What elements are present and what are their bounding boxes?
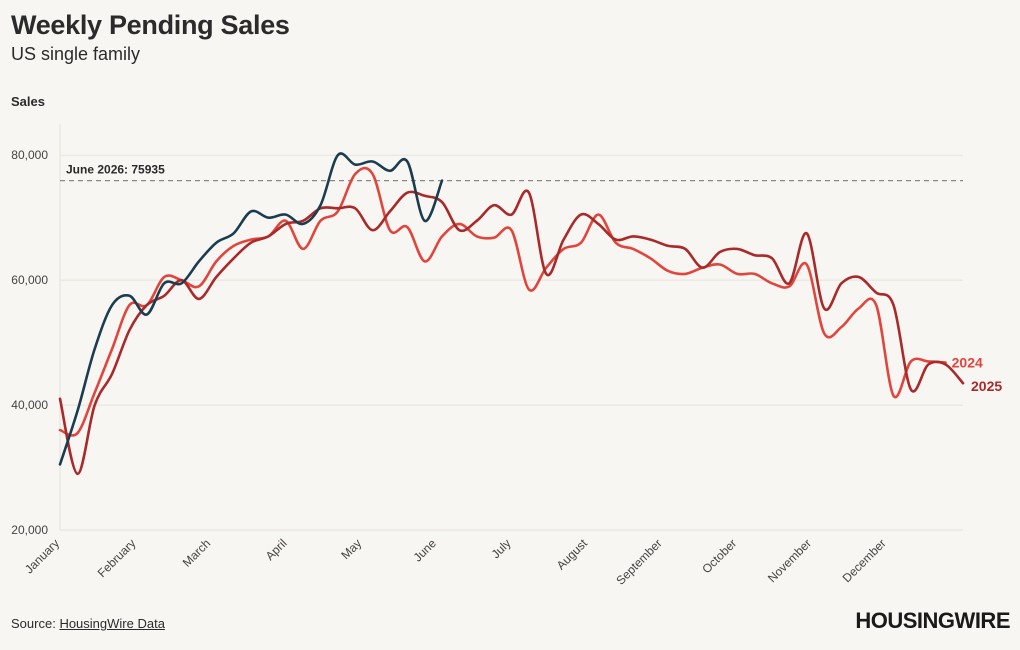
y-tick-label: 60,000 xyxy=(11,273,48,287)
source-link[interactable]: HousingWire Data xyxy=(59,616,165,631)
grid-lines xyxy=(59,124,963,531)
x-tick-label: February xyxy=(95,536,139,580)
series-end-label-2025: 2025 xyxy=(971,378,1002,394)
x-tick-label: December xyxy=(840,536,889,585)
series-line-2024 xyxy=(58,166,947,437)
x-tick-label: April xyxy=(263,536,290,563)
x-tick-label: July xyxy=(489,536,514,561)
x-tick-label: October xyxy=(699,536,739,576)
x-tick-label: November xyxy=(765,536,814,585)
series-end-labels: 2024 2025 xyxy=(952,355,1003,395)
series-group xyxy=(58,152,965,476)
x-tick-label: August xyxy=(554,536,591,573)
series-end-label-2024: 2024 xyxy=(952,355,983,371)
x-tick-label: March xyxy=(180,536,213,569)
reference-line-label: June 2026: 75935 xyxy=(66,163,165,177)
y-tick-label: 40,000 xyxy=(11,398,48,412)
source-prefix: Source: xyxy=(11,616,56,631)
source-note: Source: HousingWire Data xyxy=(11,616,165,631)
reference-line-group: June 2026: 75935 xyxy=(60,163,963,182)
y-tick-label: 20,000 xyxy=(11,523,48,537)
y-axis-label: Sales xyxy=(11,94,45,109)
housingwire-logo: HOUSINGWIRE xyxy=(855,608,1010,633)
x-tick-labels: January February March April May June July Augu… xyxy=(22,536,889,588)
series-line-2025 xyxy=(58,189,965,476)
x-tick-label: June xyxy=(411,536,440,565)
chart-subtitle: US single family xyxy=(11,44,141,64)
chart-title: Weekly Pending Sales xyxy=(11,10,290,40)
y-tick-label: 80,000 xyxy=(11,148,48,162)
x-tick-label: May xyxy=(338,536,364,562)
y-tick-labels: 20,000 40,000 60,000 80,000 xyxy=(11,148,48,537)
series-line-2026 xyxy=(58,152,444,466)
x-tick-label: September xyxy=(613,536,664,587)
x-tick-label: January xyxy=(22,536,62,576)
